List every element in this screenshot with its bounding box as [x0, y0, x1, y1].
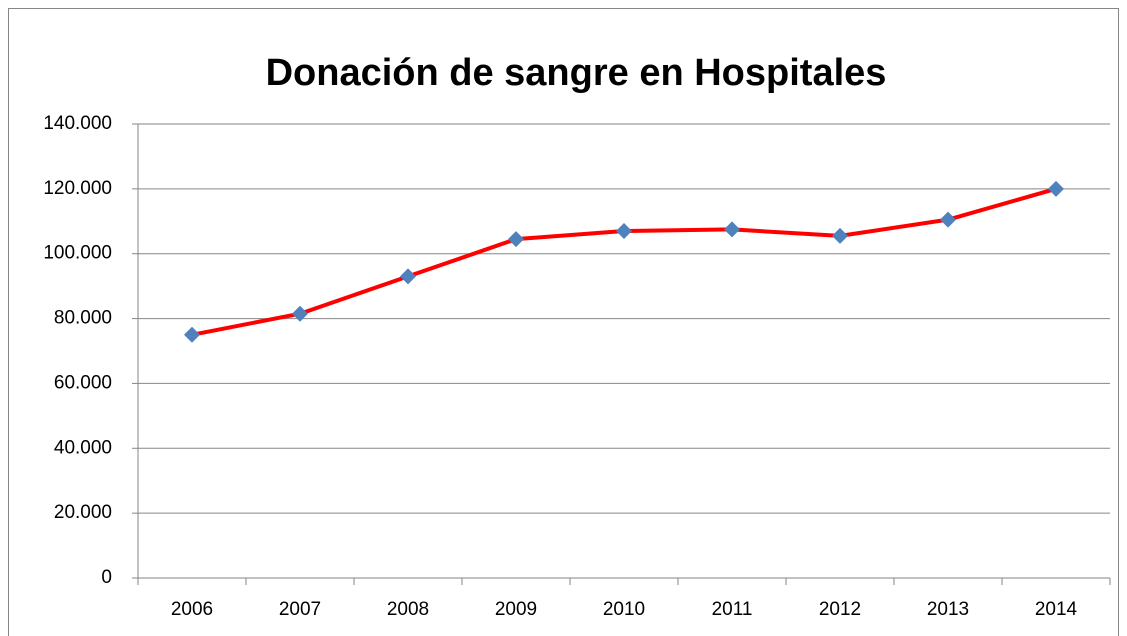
data-point: [724, 221, 740, 238]
data-point: [184, 326, 200, 343]
data-point: [1048, 180, 1064, 197]
y-tick-label: 60.000: [54, 372, 112, 393]
x-tick-label: 2010: [603, 599, 645, 620]
data-point: [832, 227, 848, 244]
y-tick-label: 0: [101, 567, 112, 588]
x-tick-label: 2012: [819, 599, 861, 620]
x-tick-label: 2014: [1035, 599, 1078, 620]
chart-border: [8, 8, 1119, 636]
data-point: [940, 211, 956, 228]
y-tick-label: 40.000: [54, 437, 112, 458]
data-point: [616, 223, 632, 240]
y-tick-label: 120.000: [43, 178, 112, 199]
x-tick-label: 2007: [279, 599, 321, 620]
x-tick-label: 2008: [387, 599, 429, 620]
x-tick-label: 2011: [712, 599, 753, 620]
y-tick-label: 80.000: [54, 308, 112, 329]
x-tick-label: 2013: [927, 599, 969, 620]
chart-title: Donación de sangre en Hospitales: [266, 52, 887, 94]
y-tick-label: 20.000: [54, 502, 112, 523]
x-tick-label: 2009: [495, 599, 537, 620]
data-point: [508, 231, 524, 248]
y-tick-label: 140.000: [43, 113, 112, 134]
data-point: [400, 268, 416, 285]
y-tick-label: 100.000: [43, 243, 112, 264]
x-tick-label: 2006: [171, 599, 213, 620]
data-point: [292, 305, 308, 322]
